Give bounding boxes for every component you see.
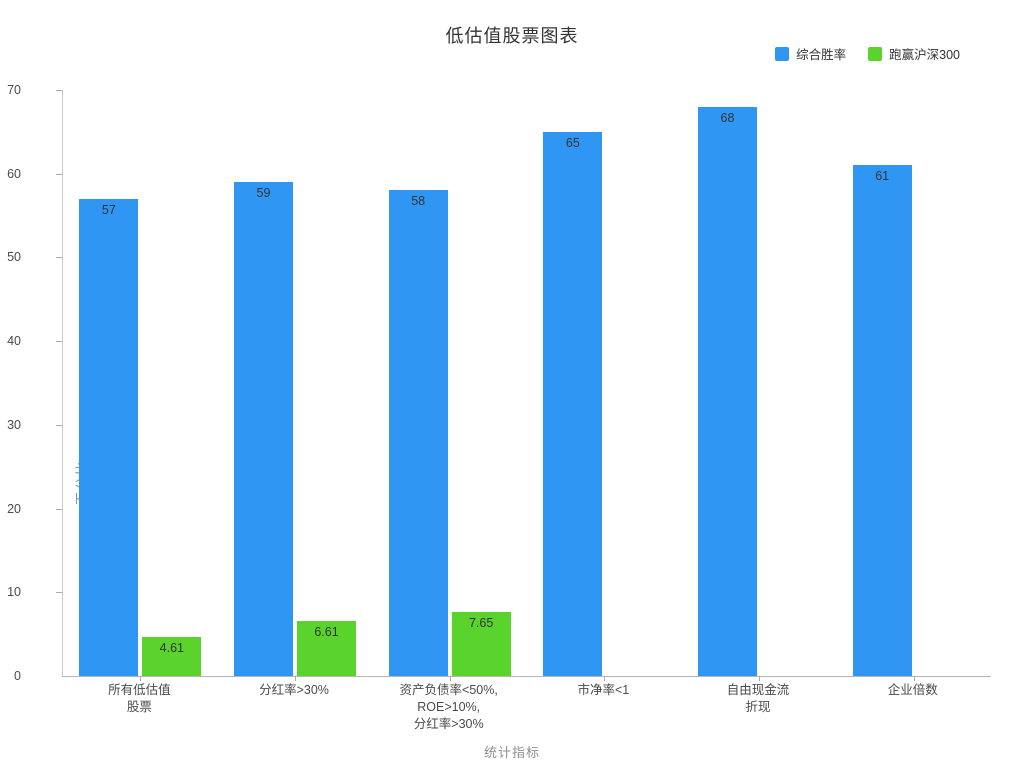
chart-title: 低估值股票图表 xyxy=(445,26,579,46)
legend-swatch xyxy=(775,46,790,61)
y-axis-tick-mark xyxy=(56,424,62,426)
bar-value-label: 61 xyxy=(875,169,890,184)
y-axis-tick-label: 30 xyxy=(7,417,21,432)
x-axis-category-label: 所有低估值 股票 xyxy=(108,683,171,714)
legend-label: 跑赢沪深300 xyxy=(889,48,960,62)
y-axis-tick-label: 20 xyxy=(7,501,21,516)
legend-item[interactable]: 综合胜率 xyxy=(775,44,846,63)
legend-label: 综合胜率 xyxy=(796,48,847,62)
bar[interactable]: 58 xyxy=(388,190,448,676)
y-axis-tick-mark xyxy=(56,90,62,91)
y-axis-tick-label: 50 xyxy=(7,250,21,265)
legend-item[interactable]: 跑赢沪深300 xyxy=(868,44,960,63)
x-axis-tick-mark xyxy=(604,676,606,681)
bar-value-label: 4.61 xyxy=(159,641,184,656)
bar-value-label: 7.65 xyxy=(468,615,494,630)
y-axis-tick-mark xyxy=(56,341,62,343)
y-axis-tick-label: 10 xyxy=(7,585,21,600)
y-axis-tick-mark xyxy=(56,508,62,510)
y-axis-tick-label: 40 xyxy=(7,334,21,349)
y-axis-tick-label: 70 xyxy=(7,83,21,97)
plot-area: 百分比 010203040506070574.61596.61587.65656… xyxy=(7,83,991,683)
x-axis-tick-mark xyxy=(140,676,142,681)
bar-group: 59 6.61 xyxy=(218,90,373,676)
bar[interactable]: 7.65 xyxy=(451,611,511,676)
x-axis-category-label: 企业倍数 xyxy=(887,683,938,697)
x-axis-tick-mark xyxy=(295,676,296,681)
x-axis-category-label: 资产负债率<50%, ROE>10%, 分红率>30% xyxy=(399,683,498,731)
bar[interactable]: 4.61 xyxy=(142,637,202,676)
y-axis-tick-label: 0 xyxy=(14,669,21,683)
bar[interactable]: 57 xyxy=(79,198,139,676)
bar-value-label: 68 xyxy=(720,110,735,125)
bar-value-label: 65 xyxy=(565,135,580,150)
bar-value-label: 58 xyxy=(411,194,426,209)
bar-value-label: 6.61 xyxy=(314,624,339,639)
bar[interactable]: 6.61 xyxy=(296,620,356,676)
bar[interactable]: 68 xyxy=(697,106,757,676)
x-axis-category-label: 自由现金流 折现 xyxy=(726,683,790,714)
legend-swatch xyxy=(868,46,883,61)
bar[interactable]: 59 xyxy=(233,182,293,676)
x-axis-tick-mark xyxy=(913,676,915,681)
y-axis-tick-label: 60 xyxy=(7,166,21,181)
x-axis-title: 统计指标 xyxy=(483,745,540,760)
x-axis-labels: 所有低估值 股票 分红率>30% 资产负债率<50%, ROE>10%, 分红率>30% 市… xyxy=(62,682,990,733)
y-axis-tick-mark xyxy=(56,173,62,175)
x-axis-tick-mark xyxy=(449,676,451,681)
x-axis-category-label: 市净率<1 xyxy=(577,683,630,697)
bar-value-label: 57 xyxy=(101,202,116,217)
y-axis-tick-mark xyxy=(56,592,62,594)
x-axis-tick-mark xyxy=(759,676,760,681)
bar-value-label: 59 xyxy=(256,186,271,201)
x-axis-category-label: 分红率>30% xyxy=(259,683,329,697)
bar-group: 58 7.65 xyxy=(372,90,527,676)
bar[interactable]: 65 xyxy=(543,131,603,676)
bar-group: 61 xyxy=(836,90,991,676)
y-axis-tick-mark xyxy=(56,257,62,259)
bar[interactable]: 61 xyxy=(852,165,912,676)
legend: 综合胜率 跑赢沪深300 xyxy=(775,44,960,63)
bar-group: 57 4.61 xyxy=(63,90,218,676)
bar-group: 65 xyxy=(527,90,682,676)
bar-group: 68 xyxy=(682,90,837,676)
